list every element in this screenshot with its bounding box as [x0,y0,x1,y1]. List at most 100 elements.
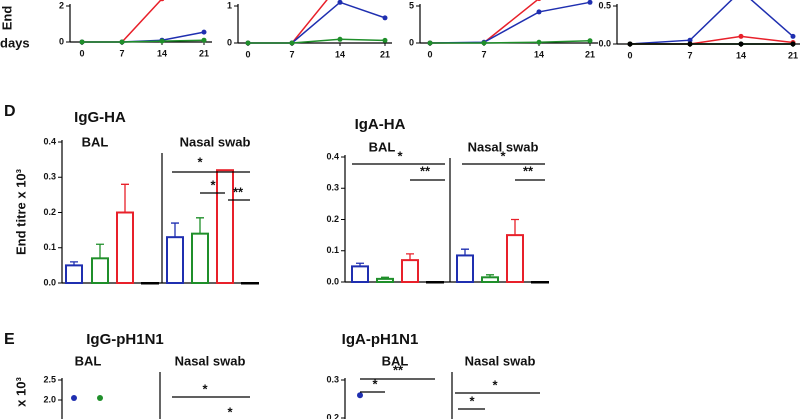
point [790,33,796,39]
x-axis-label: days [0,35,30,50]
significance: * [492,377,498,392]
error-bar [511,218,519,236]
point [382,15,388,21]
significance: * [372,376,378,391]
y-tick-label: 1 [227,0,232,10]
x-tick-label: 0 [245,49,250,59]
series-line [430,40,591,44]
error-bar [406,253,414,261]
point [587,0,593,5]
point [790,41,796,47]
y-tick-label: 2.5 [43,374,56,384]
series-line [82,39,205,43]
point [159,0,165,2]
chart-title: IgA-pH1N1 [342,331,419,348]
y-tick-label: 2 [59,0,64,10]
x-tick-label: 21 [199,48,209,58]
bar [191,232,209,284]
error-bar [121,183,129,213]
x-tick-label: 21 [788,50,798,60]
point [97,395,103,401]
x-tick-label: 0 [79,48,84,58]
group-label: Nasal swab [465,353,536,368]
chart-title: IgA-HA [355,116,406,133]
x-tick-label: 14 [335,49,345,59]
point [201,29,207,35]
y-tick-label: 0.2 [326,214,339,224]
y-tick-label: 0.0 [326,276,339,286]
point [738,33,744,39]
y-tick-label: 0.5 [598,0,611,10]
error-bar [461,248,469,256]
x-tick-label: 7 [119,48,124,58]
significance: * [469,393,475,408]
group-label: Nasal swab [180,134,251,149]
point [337,0,343,5]
point [201,37,207,43]
bar [65,264,83,284]
significance: * [227,404,233,419]
series-line [248,1,386,44]
y-tick-label: 0.4 [43,136,56,146]
bar [376,277,394,283]
error-bar [171,222,179,238]
significance: ** [233,184,244,199]
point [337,36,343,42]
significance: ** [393,362,404,377]
x-tick-label: 0 [427,49,432,59]
x-tick-label: 7 [481,49,486,59]
y-tick-label: 0 [59,36,64,46]
significance: * [500,148,506,163]
panel-label: D [4,103,16,120]
point [536,0,542,2]
point [427,40,433,46]
y-tick-label: 0 [409,37,414,47]
point [289,40,295,46]
point [71,395,77,401]
panel-label: E [4,331,15,348]
y-tick-label: 0.0 [43,277,56,287]
x-tick-label: 14 [534,49,544,59]
point [587,38,593,44]
y-tick-label: 0.2 [326,412,339,419]
bar [351,265,369,283]
x-tick-label: 14 [736,50,746,60]
y-axis-label: End [0,6,14,31]
point [357,392,363,399]
bar [506,234,524,283]
bar [216,169,234,284]
point [687,41,693,47]
point [536,9,542,15]
bar [166,236,184,285]
point [159,38,165,44]
error-bar [486,274,494,278]
y-tick-label: 0.3 [326,183,339,193]
chart-title: IgG-HA [74,109,126,126]
point [119,39,125,45]
error-bar [196,217,204,234]
point [536,39,542,45]
y-tick-label: 0.0 [598,38,611,48]
point [738,41,744,47]
group-label: BAL [75,353,102,368]
significance: * [197,154,203,169]
group-label: BAL [382,353,409,368]
point [687,37,693,43]
error-bar [381,276,389,279]
x-tick-label: 7 [687,50,692,60]
point [627,41,633,47]
significance: * [210,177,216,192]
significance: ** [420,163,431,178]
group-label: BAL [369,139,396,154]
y-tick-label: 2.0 [43,394,56,404]
x-tick-label: 21 [380,49,390,59]
series-line [248,38,386,44]
y-axis-label: End titre x 10³ [13,168,28,255]
error-bar [96,243,104,259]
x-tick-label: 0 [627,50,632,60]
significance: ** [523,163,534,178]
x-tick-label: 14 [157,48,167,58]
significance: * [397,148,403,163]
x-tick-label: 7 [289,49,294,59]
